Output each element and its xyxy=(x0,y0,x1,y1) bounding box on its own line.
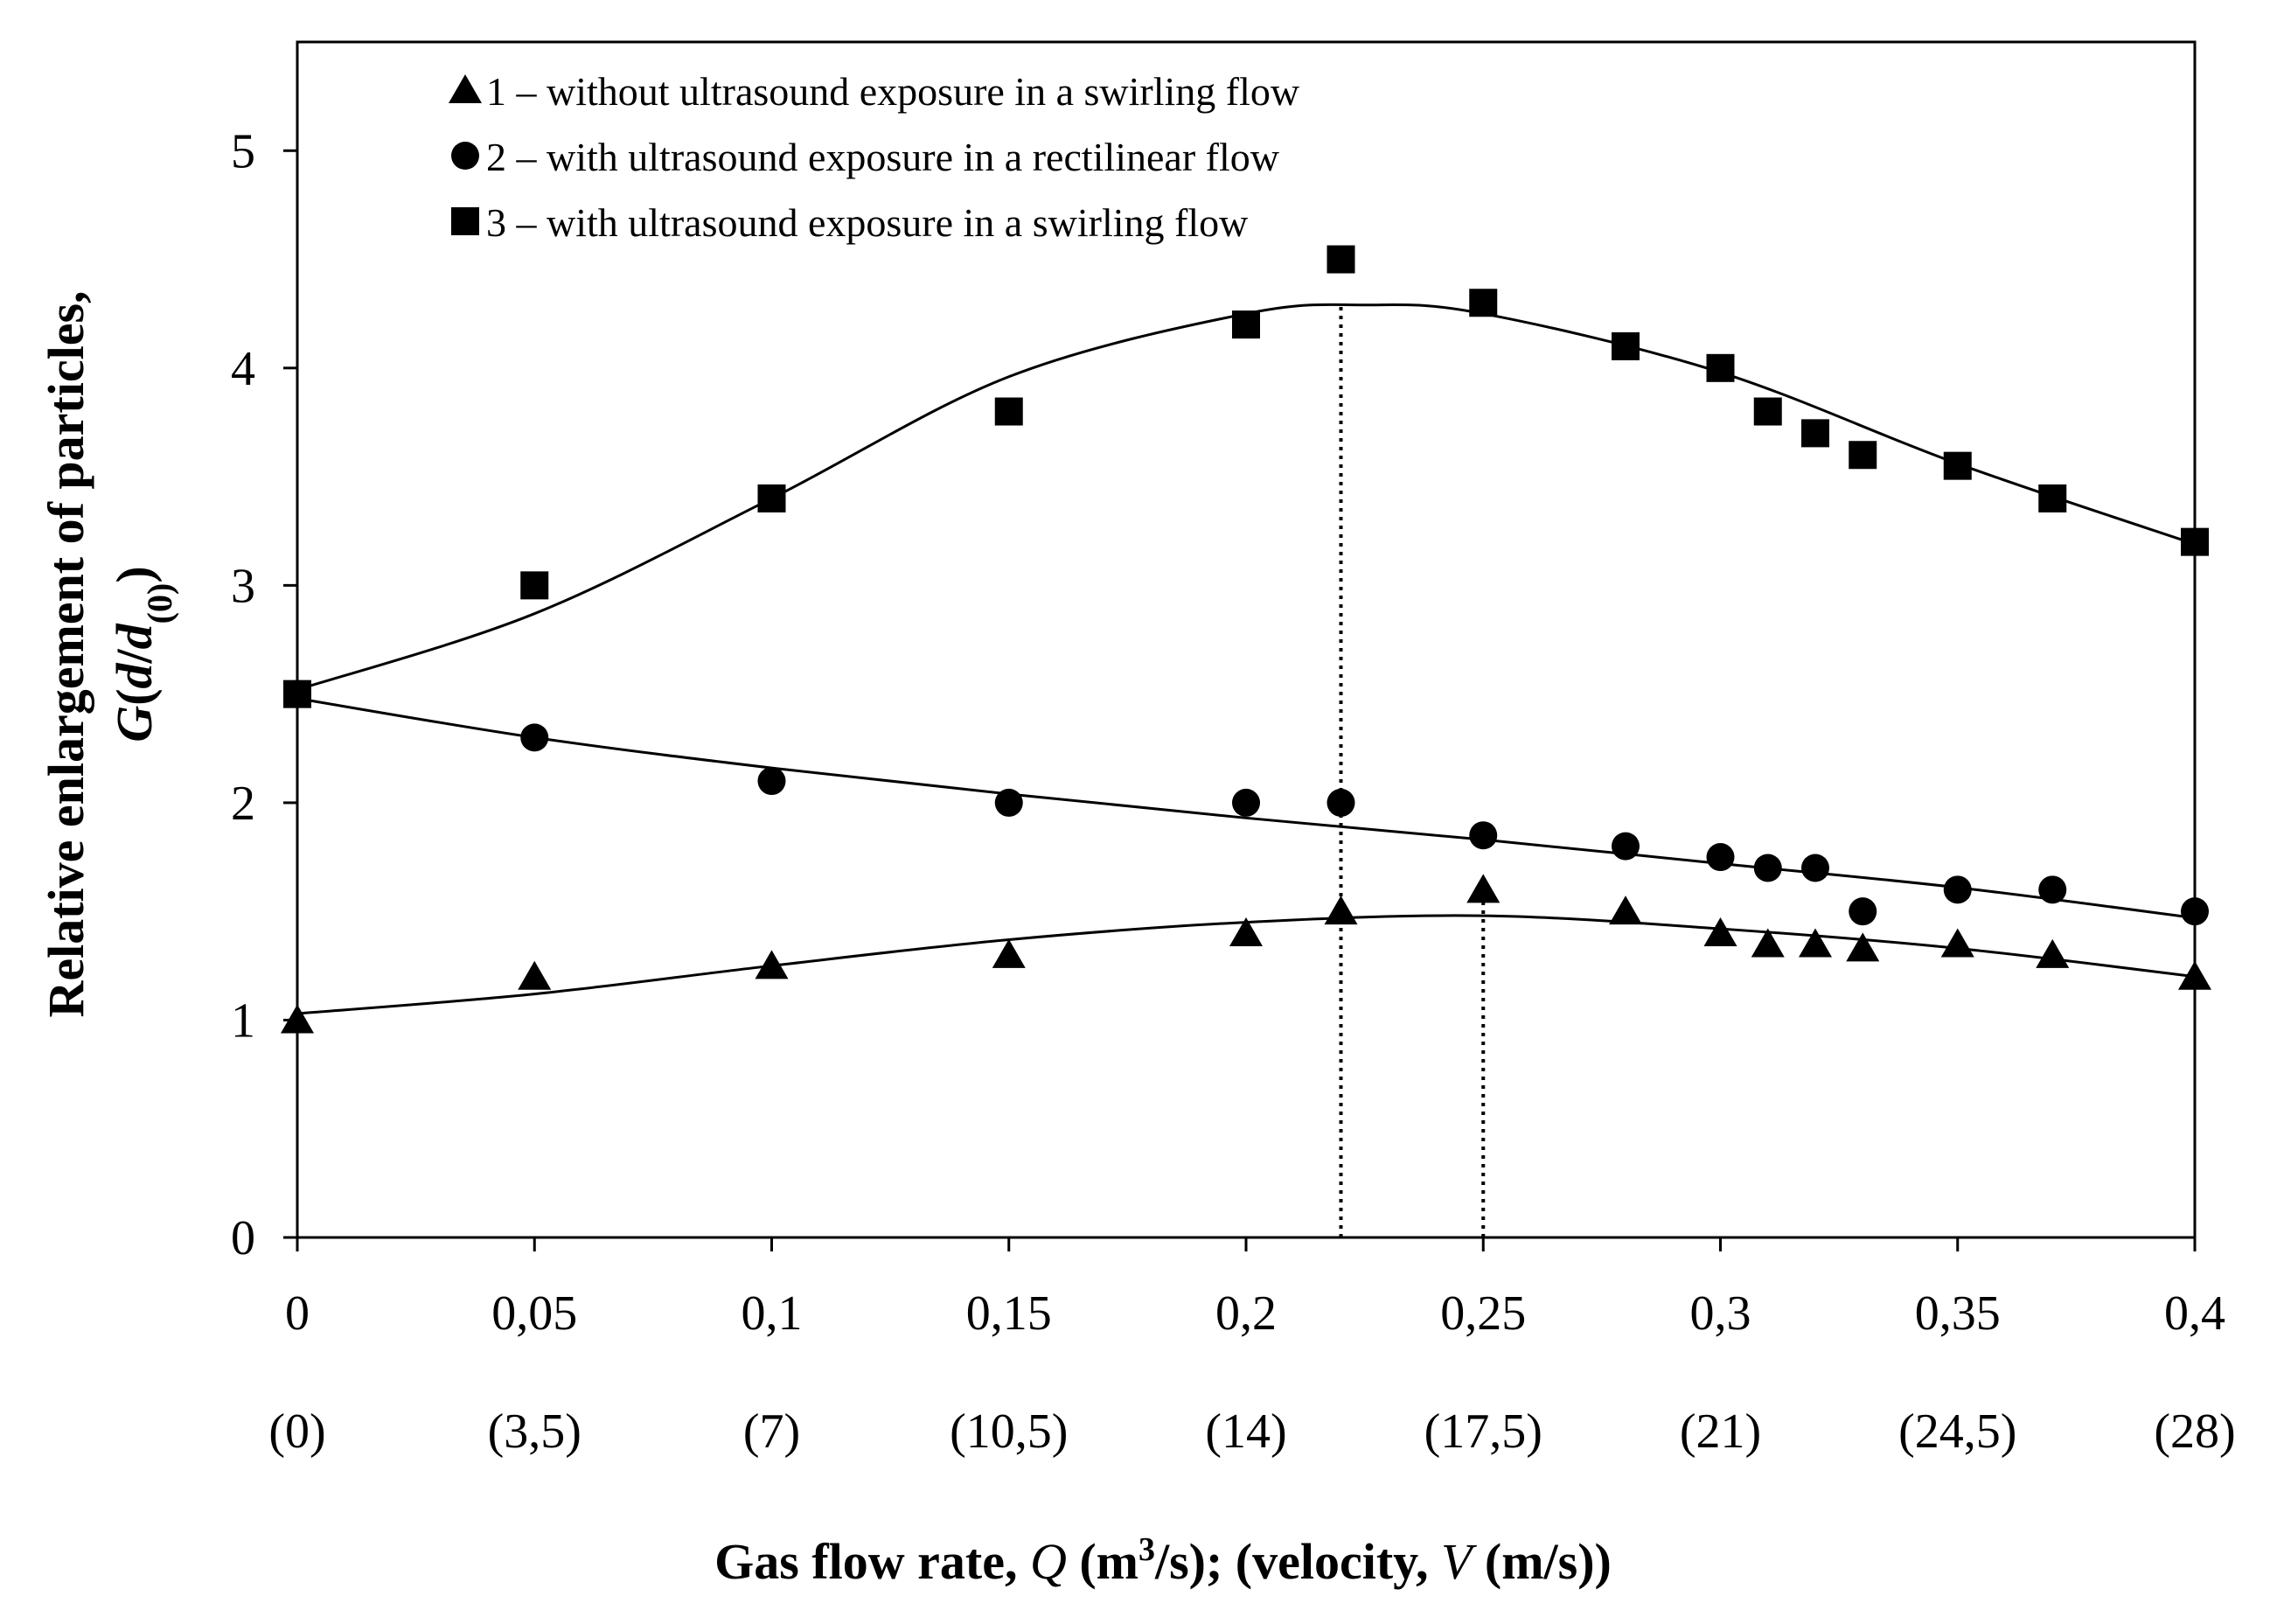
y-axis-title-line1: Relative enlargement of particles, xyxy=(38,290,94,1017)
legend: 1 – without ultrasound exposure in a swi… xyxy=(449,69,1300,245)
x-tick-label: 0,25 xyxy=(1440,1286,1526,1341)
series-3-point xyxy=(1753,397,1782,426)
series-2-point xyxy=(1327,788,1355,817)
legend-label-series-2: 2 – with ultrasound exposure in a rectil… xyxy=(486,135,1280,179)
series-2-point xyxy=(1469,821,1498,850)
series-1-point xyxy=(1846,932,1880,962)
series-3-point xyxy=(994,397,1023,426)
velocity-tick-label: (17,5) xyxy=(1424,1404,1542,1459)
series-2-point xyxy=(520,723,549,752)
series-2-point xyxy=(1753,854,1782,882)
y-axis-title-line2: G(d/d(0)) xyxy=(106,566,179,742)
series-3-point xyxy=(520,571,549,600)
series-3-point xyxy=(1232,310,1260,339)
legend-marker-series-3 xyxy=(451,207,479,235)
fit-curve-series-2 xyxy=(296,697,2196,920)
series-3-point xyxy=(1943,451,1972,480)
x-tick-label: 0,2 xyxy=(1215,1286,1277,1341)
legend-label-series-1: 1 – without ultrasound exposure in a swi… xyxy=(486,69,1300,114)
series-2-point xyxy=(757,767,786,796)
series-1-point xyxy=(518,960,552,990)
legend-marker-series-2 xyxy=(451,142,479,170)
y-tick-label: 4 xyxy=(231,342,255,396)
series-2-point xyxy=(1943,875,1972,904)
x-tick-label: 0,3 xyxy=(1690,1286,1751,1341)
x-tick-label: 0,4 xyxy=(2164,1286,2225,1341)
series-3-point xyxy=(1849,441,1877,470)
series-3-point xyxy=(283,680,311,708)
series-2-point xyxy=(1232,788,1260,817)
series-3-point xyxy=(2181,527,2209,556)
series-3-point xyxy=(757,484,786,512)
reference-lines xyxy=(1339,304,1486,1237)
series-1-point xyxy=(1940,928,1974,958)
velocity-tick-label: (24,5) xyxy=(1898,1404,2016,1459)
series-1-point xyxy=(1703,917,1737,947)
series-2-point xyxy=(1706,843,1735,872)
legend-marker-series-1 xyxy=(449,74,482,103)
series-2-point xyxy=(2038,875,2067,904)
y-tick-label: 0 xyxy=(231,1211,255,1265)
series-2-point xyxy=(2181,897,2209,926)
series-1-point xyxy=(755,950,789,979)
velocity-tick-label: (21) xyxy=(1680,1404,1761,1459)
velocity-tick-label: (28) xyxy=(2154,1404,2235,1459)
velocity-tick-label: (10,5) xyxy=(950,1404,1068,1459)
legend-label-series-3: 3 – with ultrasound exposure in a swirli… xyxy=(486,200,1249,245)
x-axis-title: Gas flow rate, Q (m3/s); (velocity, V (m… xyxy=(714,1531,1612,1590)
y-tick-label: 2 xyxy=(231,777,255,831)
series-3-point xyxy=(2038,484,2067,512)
fit-curve-series-3 xyxy=(296,303,2196,692)
series-1-point xyxy=(1609,896,1642,925)
series-2-point xyxy=(1612,832,1640,861)
series-2-point xyxy=(1801,854,1829,882)
series-3-point xyxy=(1612,331,1640,360)
series-3-point xyxy=(1801,419,1829,448)
velocity-tick-label: (3,5) xyxy=(488,1404,581,1459)
series-2-point xyxy=(994,788,1023,817)
series-1-point xyxy=(1324,896,1358,925)
y-tick-label: 5 xyxy=(231,124,255,178)
series-1-point xyxy=(992,938,1026,968)
x-tick-label: 0 xyxy=(285,1286,310,1341)
x-tick-label: 0,15 xyxy=(966,1286,1052,1341)
velocity-tick-label: (0) xyxy=(268,1404,325,1459)
series-3-point xyxy=(1327,245,1355,274)
x-tick-label: 0,35 xyxy=(1915,1286,2001,1341)
series-3-point xyxy=(1469,289,1498,317)
y-axis-title: Relative enlargement of particles, G(d/d… xyxy=(38,290,179,1017)
series-1-point xyxy=(2178,960,2211,990)
y-axis-ticks: 0 1 2 3 4 5 xyxy=(231,124,297,1265)
y-tick-label: 3 xyxy=(231,559,255,613)
series-2-point xyxy=(1849,897,1877,926)
x-axis-ticks: 0 (0) 0,05 (3,5) 0,1 (7) 0,15 (10,5) 0,2 (14) 0,25… xyxy=(268,1237,2236,1459)
x-tick-label: 0,1 xyxy=(742,1286,803,1341)
series-1-point xyxy=(1751,928,1785,958)
series-1-point xyxy=(1229,917,1263,947)
x-tick-label: 0,05 xyxy=(491,1286,577,1341)
series-1-point xyxy=(1799,928,1832,958)
velocity-tick-label: (7) xyxy=(743,1404,800,1459)
series-1-point xyxy=(1466,874,1501,903)
series-3-point xyxy=(1706,353,1735,382)
series-1-point xyxy=(2036,938,2070,968)
data-markers xyxy=(281,245,2211,1034)
y-tick-label: 1 xyxy=(231,993,255,1048)
velocity-tick-label: (14) xyxy=(1205,1404,1286,1459)
